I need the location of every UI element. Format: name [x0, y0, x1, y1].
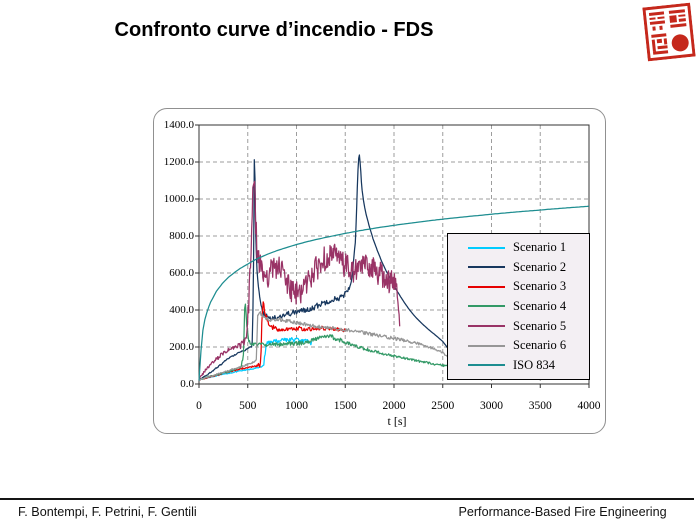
x-axis-tick-label: 4000 — [577, 400, 601, 412]
x-axis-tick-label: 1000 — [285, 400, 308, 412]
x-axis-tick-label: 0 — [196, 400, 202, 412]
y-axis-tick-label: 1200.0 — [163, 155, 194, 168]
fire-curve-scenario-2 — [198, 154, 450, 381]
legend-item: Scenario 3 — [448, 279, 589, 294]
x-axis-tick-label: 2500 — [431, 400, 455, 412]
legend-line-sample — [468, 305, 505, 308]
legend-line-sample — [468, 246, 505, 249]
y-axis-tick-label: 1400.0 — [163, 118, 194, 131]
legend-line-sample — [468, 285, 505, 288]
legend-item: Scenario 2 — [448, 260, 589, 275]
legend-item-label: Scenario 3 — [513, 279, 567, 294]
seal-border — [642, 2, 696, 62]
seal-glyphs — [648, 9, 689, 55]
y-axis-tick-label: 200.0 — [169, 340, 194, 353]
y-axis-tick-label: 600.0 — [169, 266, 194, 279]
y-axis-tick-label: 400.0 — [169, 303, 194, 316]
seal-stamp-logo — [642, 2, 696, 62]
y-axis-tick-label: 800.0 — [169, 229, 194, 242]
legend-item-label: Scenario 6 — [513, 338, 567, 353]
legend-item: ISO 834 — [448, 358, 589, 373]
legend-item-label: Scenario 1 — [513, 240, 567, 255]
legend-item: Scenario 5 — [448, 319, 589, 334]
fire-curves-chart: t [s] Scenario 1 Scenario 2 Scenario 3 Scen… — [153, 108, 606, 434]
legend-line-sample — [468, 266, 505, 269]
y-axis-tick-label: 1000.0 — [163, 192, 194, 205]
legend-line-sample — [468, 364, 505, 367]
legend-item-label: Scenario 5 — [513, 318, 567, 333]
x-axis-tick-label: 3500 — [528, 400, 552, 412]
chart-legend: Scenario 1 Scenario 2 Scenario 3 Scenario 4… — [447, 233, 590, 380]
fire-curve-scenario-6 — [198, 311, 450, 381]
x-axis-tick-label: 2000 — [382, 400, 406, 412]
legend-item-label: Scenario 2 — [513, 259, 567, 274]
footer-organization: Performance-Based Fire Engineering — [458, 504, 667, 519]
fire-curve-iso-834 — [198, 205, 590, 381]
legend-item: Scenario 4 — [448, 299, 589, 314]
x-axis-title: t [s] — [387, 414, 407, 428]
legend-item-label: ISO 834 — [513, 357, 556, 372]
legend-item: Scenario 6 — [448, 338, 589, 353]
legend-line-sample — [468, 325, 505, 328]
x-axis-tick-label: 3000 — [480, 400, 503, 412]
legend-item-label: Scenario 4 — [513, 298, 567, 313]
x-axis-tick-label: 1500 — [333, 400, 357, 412]
y-axis-tick-label: 0.0 — [180, 377, 194, 390]
plot-area — [195, 124, 590, 388]
footer-authors: F. Bontempi, F. Petrini, F. Gentili — [18, 504, 197, 519]
legend-item: Scenario 1 — [448, 240, 589, 255]
legend-line-sample — [468, 344, 505, 347]
seal-stamp-svg — [642, 2, 696, 62]
slide-title: Confronto curve d’incendio - FDS — [114, 19, 434, 41]
fire-curve-scenario-3 — [198, 301, 347, 381]
footer-divider — [0, 498, 694, 500]
x-axis-tick-label: 500 — [239, 400, 257, 412]
fire-curve-scenario-5 — [198, 180, 401, 381]
